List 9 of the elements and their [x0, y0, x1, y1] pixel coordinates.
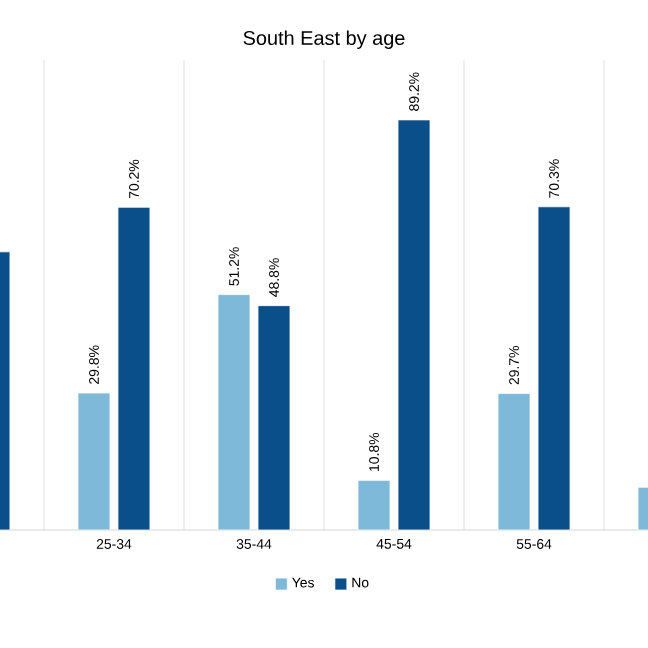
bar: [537, 206, 571, 530]
bar: [257, 305, 291, 530]
bar: [217, 294, 251, 530]
chart-title: South East by age: [243, 30, 405, 49]
bar: [497, 393, 531, 530]
bar: [117, 206, 151, 530]
bar: [357, 479, 391, 530]
bar: [77, 392, 111, 530]
bar: [397, 119, 431, 530]
